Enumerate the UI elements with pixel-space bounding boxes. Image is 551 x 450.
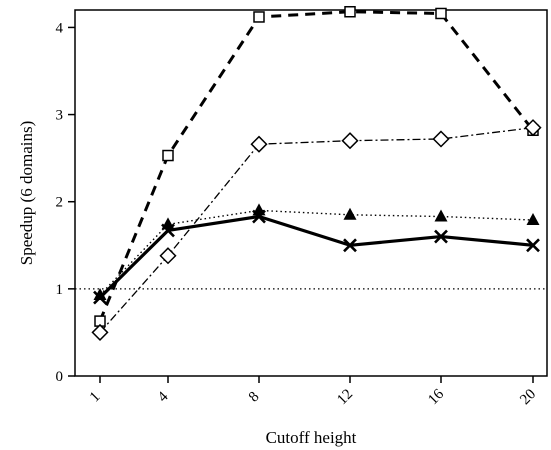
x-tick-label: 8 bbox=[246, 389, 263, 406]
series-2-point bbox=[524, 119, 542, 137]
series-3-point bbox=[526, 213, 540, 226]
series-4-point bbox=[526, 238, 540, 253]
series-4-point bbox=[252, 209, 266, 224]
series-3-point bbox=[434, 209, 448, 222]
x-axis-title: Cutoff height bbox=[266, 428, 357, 447]
series-3-line bbox=[99, 209, 534, 296]
series-2-point bbox=[250, 135, 268, 153]
y-axis-title: Speedup (6 domains) bbox=[17, 121, 36, 265]
series-2-point bbox=[341, 132, 359, 150]
y-tick-label: 4 bbox=[56, 20, 64, 36]
series-2-line bbox=[99, 126, 534, 333]
x-tick-label: 4 bbox=[155, 389, 172, 406]
series-2-point bbox=[432, 130, 450, 148]
y-tick-label: 1 bbox=[56, 282, 64, 298]
series-4-point bbox=[434, 229, 448, 244]
series-2-point bbox=[91, 323, 109, 341]
x-tick-label: 1 bbox=[87, 389, 104, 406]
series-2-point bbox=[159, 247, 177, 265]
y-tick-label: 0 bbox=[56, 369, 64, 385]
series-3-point bbox=[93, 287, 107, 300]
x-tick-label: 20 bbox=[517, 386, 539, 408]
series-3-point bbox=[343, 207, 357, 220]
series-4-line bbox=[98, 214, 534, 299]
series-4-point bbox=[161, 223, 175, 238]
y-tick-label: 3 bbox=[56, 108, 64, 124]
x-tick-label: 12 bbox=[334, 386, 356, 408]
series-1-point bbox=[253, 11, 265, 23]
y-tick-label: 2 bbox=[56, 195, 64, 211]
series-1-point bbox=[435, 7, 447, 20]
series-1-line bbox=[98, 10, 535, 322]
series-1-point bbox=[344, 5, 356, 18]
series-4-point bbox=[343, 238, 357, 253]
series-4-point bbox=[93, 290, 107, 305]
series-1-point bbox=[162, 149, 174, 162]
x-tick-label: 16 bbox=[425, 386, 447, 408]
plot-area-frame bbox=[74, 9, 548, 377]
